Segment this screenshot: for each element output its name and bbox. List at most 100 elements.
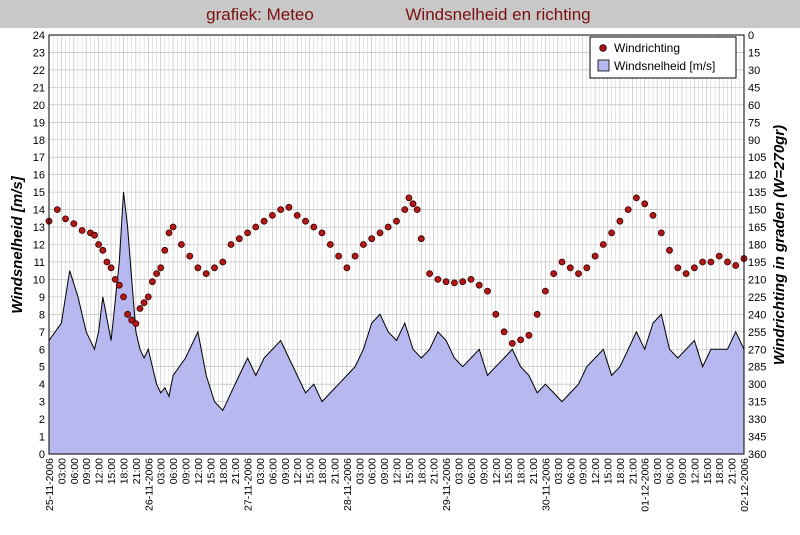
y-tick-label-left: 7 xyxy=(39,327,45,339)
y-tick-label-right: 330 xyxy=(748,414,766,426)
windrichting-point xyxy=(558,258,566,266)
windrichting-point xyxy=(624,206,632,214)
windrichting-point xyxy=(666,246,673,254)
x-tick-label: 03:00 xyxy=(454,458,466,484)
x-tick-label: 18:00 xyxy=(218,458,230,484)
windrichting-point xyxy=(120,293,127,301)
windrichting-point xyxy=(575,270,582,278)
y-tick-label-right: 315 xyxy=(748,397,766,409)
windrichting-point xyxy=(70,220,78,228)
x-tick-label: 12:00 xyxy=(590,458,602,484)
windrichting-point xyxy=(649,211,657,219)
area-layer xyxy=(48,192,745,454)
windrichting-point xyxy=(707,258,715,266)
windrichting-point xyxy=(500,328,508,336)
y-tick-label-right: 195 xyxy=(748,257,766,269)
x-tick-label: 15:00 xyxy=(603,458,615,484)
x-tick-label: 03:00 xyxy=(652,458,664,484)
y-tick-label-right: 120 xyxy=(748,170,766,182)
y-tick-label-left: 22 xyxy=(33,65,45,77)
windrichting-point xyxy=(53,206,61,214)
x-tick-label: 06:00 xyxy=(565,458,577,484)
y-tick-label-left: 3 xyxy=(39,397,45,409)
windrichting-point xyxy=(401,206,409,214)
windrichting-point xyxy=(393,217,400,225)
y-tick-label-right: 255 xyxy=(748,327,766,339)
windrichting-point xyxy=(533,310,541,318)
x-tick-label: 25-11-2006 xyxy=(44,458,56,511)
y-axis-right: 0 15 30 45 60 75 90 105 120 135 150 165 180 195 210 225… xyxy=(748,30,766,461)
windrichting-point xyxy=(450,279,458,287)
y-tick-label-right: 75 xyxy=(748,117,760,129)
windrichting-point xyxy=(591,252,599,260)
windrichting-point xyxy=(376,229,384,237)
y-tick-label-right: 210 xyxy=(748,274,766,286)
scatter-layer xyxy=(45,194,748,347)
windrichting-point xyxy=(153,270,161,278)
windrichting-point xyxy=(235,235,243,243)
windrichting-point xyxy=(359,241,367,248)
windrichting-point xyxy=(252,223,260,231)
windrichting-point xyxy=(124,310,131,318)
y-tick-label-left: 15 xyxy=(33,187,45,199)
windrichting-point xyxy=(691,264,698,272)
windrichting-point xyxy=(335,252,343,260)
windrichting-point xyxy=(161,246,169,254)
windrichting-point xyxy=(165,229,173,237)
x-tick-label: 21:00 xyxy=(528,458,540,484)
y-tick-label-right: 180 xyxy=(748,240,766,252)
x-tick-label: 01-12-2006 xyxy=(640,458,652,512)
y-tick-label-right: 150 xyxy=(748,205,766,217)
x-tick-label: 21:00 xyxy=(329,458,341,484)
windrichting-point xyxy=(699,258,706,266)
x-tick-label: 06:00 xyxy=(168,458,180,484)
y-tick-label-left: 5 xyxy=(39,362,45,374)
x-tick-label: 21:00 xyxy=(727,458,739,484)
windrichting-point xyxy=(62,215,69,223)
x-tick-label: 03:00 xyxy=(56,458,68,484)
windrichting-point xyxy=(517,336,524,344)
x-tick-label: 18:00 xyxy=(615,458,627,484)
y-tick-label-right: 225 xyxy=(748,292,766,304)
y-tick-label-right: 45 xyxy=(748,82,760,94)
windrichting-point xyxy=(599,241,607,248)
x-tick-label: 06:00 xyxy=(665,458,677,484)
legend-label-windsnelheid: Windsnelheid [m/s] xyxy=(614,59,715,73)
windrichting-point xyxy=(682,270,690,278)
windrichting-point xyxy=(508,339,516,347)
x-tick-label: 21:00 xyxy=(230,458,242,484)
windrichting-point xyxy=(293,211,301,219)
windrichting-point xyxy=(148,278,156,286)
x-tick-label: 12:00 xyxy=(94,458,106,484)
y-tick-label-right: 60 xyxy=(748,100,760,112)
windrichting-point xyxy=(641,200,649,208)
x-tick-label: 06:00 xyxy=(367,458,379,484)
windrichting-point xyxy=(211,264,218,272)
y-tick-label-left: 21 xyxy=(33,82,45,94)
windrichting-point xyxy=(417,235,425,243)
x-tick-label: 03:00 xyxy=(156,458,168,484)
windrichting-point xyxy=(91,231,98,239)
windrichting-point xyxy=(409,200,417,208)
y-tick-label-left: 14 xyxy=(33,205,45,217)
y-tick-label-left: 13 xyxy=(33,222,45,234)
windrichting-point xyxy=(550,270,558,278)
legend-label-windrichting: Windrichting xyxy=(614,41,680,55)
windrichting-point xyxy=(219,258,227,266)
plot-frame xyxy=(48,34,745,455)
y-axis-label-right: Windrichting in graden (W=270gr) xyxy=(771,125,788,365)
x-tick-label: 27-11-2006 xyxy=(243,458,255,511)
windrichting-point xyxy=(542,287,549,295)
windrichting-point xyxy=(268,211,276,219)
y-tick-label-left: 1 xyxy=(39,432,45,444)
windrichting-point xyxy=(657,229,665,237)
y-tick-label-left: 8 xyxy=(39,309,45,321)
windrichting-point xyxy=(343,264,351,272)
y-tick-label-left: 6 xyxy=(39,344,45,356)
windrichting-point xyxy=(157,264,165,272)
legend-marker-windrichting xyxy=(599,44,607,52)
windrichting-point xyxy=(608,229,615,237)
y-tick-label-left: 17 xyxy=(33,152,45,164)
